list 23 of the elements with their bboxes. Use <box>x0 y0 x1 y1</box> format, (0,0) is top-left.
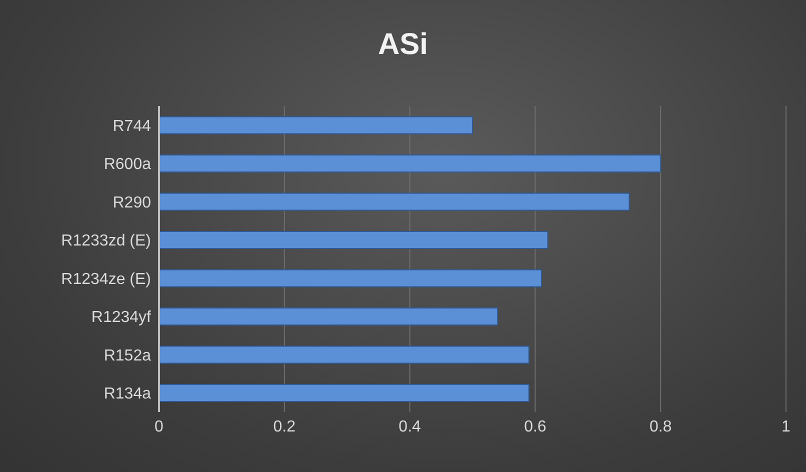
y-tick-label: R1234yf <box>91 309 152 326</box>
bar <box>159 346 530 364</box>
y-tick-label: R152a <box>104 347 152 364</box>
bar <box>159 154 662 172</box>
x-tick-label: 0.6 <box>524 418 546 436</box>
x-tick-label: 0.8 <box>649 418 672 436</box>
y-tick-label: R744 <box>112 118 152 135</box>
bar <box>159 192 630 211</box>
bar <box>159 269 542 288</box>
y-tick-label: R134a <box>104 386 152 403</box>
y-tick-label: R1234ze (E) <box>61 270 151 288</box>
x-tick-label: 0.2 <box>273 418 296 436</box>
chart-title: ASi <box>376 28 429 62</box>
bar <box>159 307 498 326</box>
bar <box>159 230 548 249</box>
x-tick-label: 0.4 <box>398 418 422 436</box>
bar <box>159 116 473 134</box>
bar <box>159 384 530 402</box>
x-tick-label: 1 <box>782 418 791 436</box>
y-tick-label: R1233zd (E) <box>61 232 151 250</box>
y-tick-label: R290 <box>112 194 152 212</box>
y-tick-label: R600a <box>104 156 152 174</box>
x-tick-label: 0 <box>154 418 164 436</box>
